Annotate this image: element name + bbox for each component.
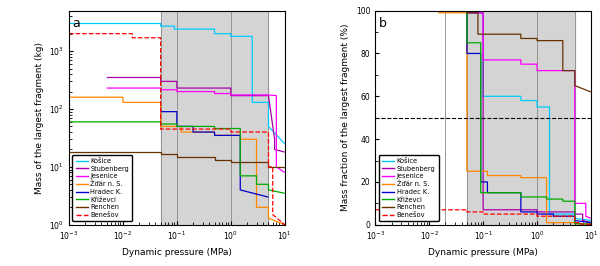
Bar	[161, 11, 268, 225]
Y-axis label: Mass of the largest fragment (kg): Mass of the largest fragment (kg)	[35, 42, 44, 194]
X-axis label: Dynamic pressure (MPa): Dynamic pressure (MPa)	[122, 248, 232, 257]
Text: a: a	[72, 17, 80, 30]
Legend: Košice, Stubenberg, Jesenice, Žďár n. S., Hradec K., Křiževci, Renchen, Benešov: Košice, Stubenberg, Jesenice, Žďár n. S.…	[73, 155, 133, 221]
Bar	[467, 11, 575, 225]
X-axis label: Dynamic pressure (MPa): Dynamic pressure (MPa)	[428, 248, 538, 257]
Y-axis label: Mass fraction of the largest fragment (%): Mass fraction of the largest fragment (%…	[341, 24, 350, 211]
Legend: Košice, Stubenberg, Jesenice, Žďár n. S., Hradec K., Křiževci, Renchen, Benešov: Košice, Stubenberg, Jesenice, Žďár n. S.…	[379, 155, 439, 221]
Text: b: b	[379, 17, 386, 30]
